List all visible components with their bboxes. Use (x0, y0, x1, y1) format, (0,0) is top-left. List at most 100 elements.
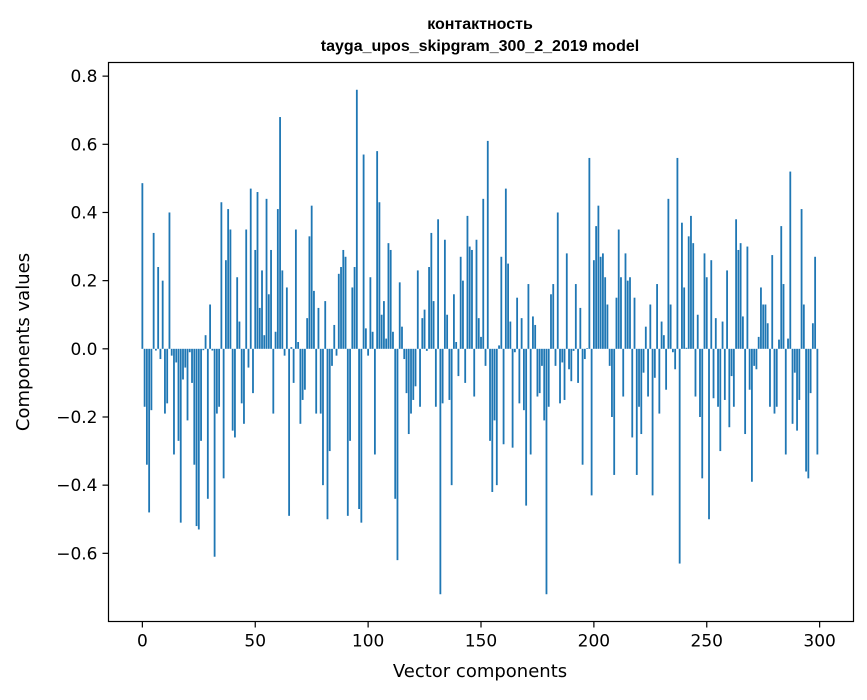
bar-156 (493, 348, 496, 421)
bar-25 (197, 348, 200, 530)
bar-281 (775, 348, 778, 407)
y-tick-label: −0.2 (56, 408, 97, 428)
bar-129 (432, 301, 435, 349)
bar-280 (773, 348, 776, 414)
bar-85 (333, 324, 336, 349)
y-tick-label: 0.4 (70, 203, 97, 223)
y-axis-label: Components values (13, 253, 34, 431)
bar-96 (358, 348, 360, 510)
bar-195 (581, 348, 584, 465)
bar-47 (247, 348, 250, 368)
bar-166 (516, 297, 519, 349)
bar-6 (155, 348, 157, 351)
bar-222 (642, 348, 645, 373)
bar-104 (376, 151, 379, 349)
bar-100 (367, 348, 370, 356)
bar-99 (364, 328, 367, 349)
bar-172 (529, 348, 532, 455)
x-axis: 0 50 100 150 200 250 300 (137, 621, 836, 652)
bar-43 (238, 321, 241, 349)
bar-115 (401, 326, 403, 349)
bar-177 (541, 348, 543, 366)
bar-265 (739, 243, 742, 349)
bar-288 (791, 348, 794, 424)
bar-284 (782, 284, 785, 349)
bar-103 (373, 348, 376, 455)
bar-282 (778, 339, 780, 349)
bar-151 (482, 198, 485, 349)
bar-296 (809, 348, 812, 394)
bar-113 (396, 348, 399, 561)
bar-202 (597, 205, 600, 349)
bar-185 (559, 348, 561, 404)
bar-179 (545, 348, 548, 595)
bar-92 (349, 348, 351, 441)
x-tick-label: 0 (137, 632, 148, 652)
bar-203 (599, 256, 602, 349)
bar-48 (249, 188, 252, 349)
bar-91 (346, 348, 349, 516)
bar-161 (504, 188, 507, 349)
bar-245 (694, 348, 697, 397)
bar-213 (622, 348, 625, 397)
bar-80 (322, 348, 324, 486)
bar-106 (380, 314, 383, 349)
bar-200 (592, 260, 595, 349)
bar-10 (164, 348, 166, 414)
x-tick-label: 50 (244, 632, 266, 652)
bar-253 (712, 348, 715, 399)
y-axis: −0.6 −0.4 −0.2 0.0 0.2 0.4 0.6 0.8 (56, 67, 109, 564)
bar-13 (170, 348, 173, 356)
bar-188 (565, 253, 568, 349)
bar-145 (468, 246, 471, 349)
bar-252 (710, 260, 713, 349)
bar-14 (173, 348, 175, 455)
bar-52 (258, 307, 261, 349)
bar-72 (304, 348, 306, 390)
bar-141 (459, 256, 462, 349)
bar-36 (222, 348, 225, 479)
bar-294 (805, 348, 807, 472)
bar-228 (656, 284, 658, 349)
bar-68 (294, 229, 297, 349)
bar-139 (455, 342, 458, 349)
bar-170 (525, 348, 528, 506)
bar-183 (554, 348, 557, 366)
bar-105 (378, 202, 381, 349)
bar-264 (737, 249, 740, 349)
bar-219 (635, 348, 638, 475)
bar-261 (730, 348, 733, 377)
bar-3 (148, 348, 151, 513)
bar-220 (638, 348, 640, 407)
bar-171 (527, 284, 530, 349)
bar-4 (150, 348, 153, 411)
bar-90 (344, 256, 347, 349)
bar-155 (491, 348, 494, 492)
bar-174 (534, 324, 537, 349)
bar-133 (441, 348, 444, 404)
bar-164 (511, 348, 514, 448)
bar-187 (563, 348, 566, 400)
bar-225 (649, 304, 652, 349)
bar-209 (613, 348, 616, 475)
bar-146 (471, 249, 473, 349)
bar-291 (798, 348, 801, 400)
bar-77 (315, 348, 318, 414)
bar-42 (236, 277, 239, 349)
bar-53 (261, 270, 263, 349)
x-tick-label: 200 (578, 632, 610, 652)
bar-217 (631, 348, 634, 438)
bar-272 (755, 348, 758, 370)
bar-298 (814, 256, 817, 349)
y-tick-label: 0.0 (70, 340, 97, 360)
bar-182 (552, 284, 555, 349)
bar-137 (450, 348, 453, 486)
bar-169 (522, 348, 525, 411)
bar-241 (685, 347, 688, 349)
bar-9 (161, 280, 164, 349)
bar-196 (583, 348, 586, 360)
bar-81 (324, 301, 327, 349)
bar-260 (728, 348, 731, 428)
bar-5 (152, 232, 155, 349)
